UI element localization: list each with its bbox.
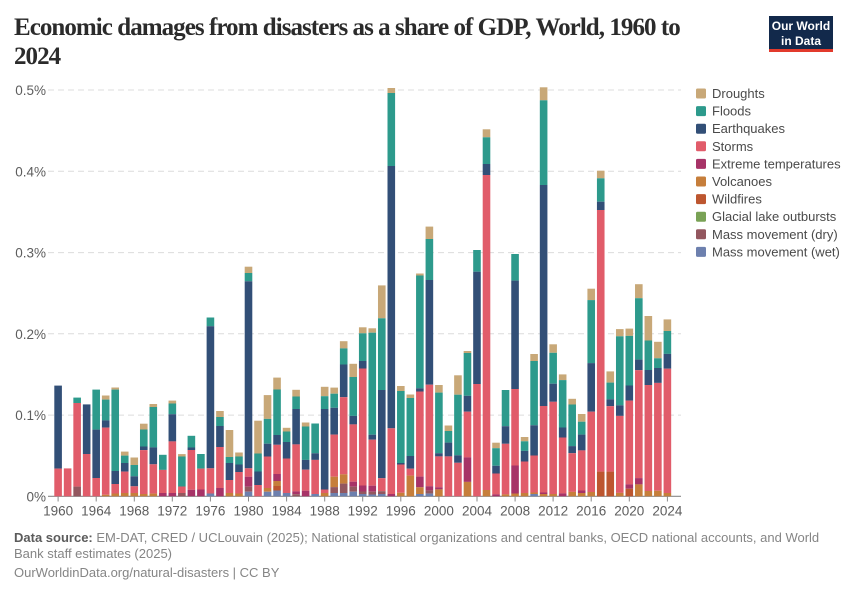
- svg-text:Storms: Storms: [712, 139, 754, 154]
- svg-text:0.1%: 0.1%: [15, 408, 46, 423]
- svg-text:Glacial lake outbursts: Glacial lake outbursts: [712, 209, 837, 224]
- svg-text:2012: 2012: [538, 504, 568, 519]
- svg-text:0.2%: 0.2%: [15, 327, 46, 342]
- svg-text:Floods: Floods: [712, 104, 752, 119]
- svg-text:0.4%: 0.4%: [15, 164, 46, 179]
- svg-text:0%: 0%: [26, 489, 46, 504]
- svg-text:2024: 2024: [652, 504, 683, 519]
- svg-text:2008: 2008: [500, 504, 530, 519]
- svg-text:Mass movement (wet): Mass movement (wet): [712, 244, 840, 259]
- svg-text:1992: 1992: [348, 504, 378, 519]
- svg-text:0.5%: 0.5%: [15, 83, 46, 98]
- svg-text:2004: 2004: [462, 504, 493, 519]
- svg-text:Mass movement (dry): Mass movement (dry): [712, 227, 838, 242]
- svg-text:2000: 2000: [424, 504, 454, 519]
- svg-text:1972: 1972: [157, 504, 187, 519]
- svg-text:2020: 2020: [614, 504, 644, 519]
- svg-text:Droughts: Droughts: [712, 86, 765, 101]
- svg-text:1976: 1976: [195, 504, 225, 519]
- svg-text:Volcanoes: Volcanoes: [712, 174, 772, 189]
- svg-text:Earthquakes: Earthquakes: [712, 121, 785, 136]
- svg-text:1988: 1988: [310, 504, 340, 519]
- svg-text:1960: 1960: [43, 504, 73, 519]
- svg-text:2016: 2016: [576, 504, 606, 519]
- svg-text:1996: 1996: [386, 504, 416, 519]
- svg-text:Wildfires: Wildfires: [712, 192, 762, 207]
- svg-text:1980: 1980: [233, 504, 263, 519]
- svg-text:1964: 1964: [81, 504, 112, 519]
- svg-text:0.3%: 0.3%: [15, 246, 46, 261]
- svg-text:1984: 1984: [272, 504, 303, 519]
- svg-text:Extreme temperatures: Extreme temperatures: [712, 156, 841, 171]
- svg-text:1968: 1968: [119, 504, 149, 519]
